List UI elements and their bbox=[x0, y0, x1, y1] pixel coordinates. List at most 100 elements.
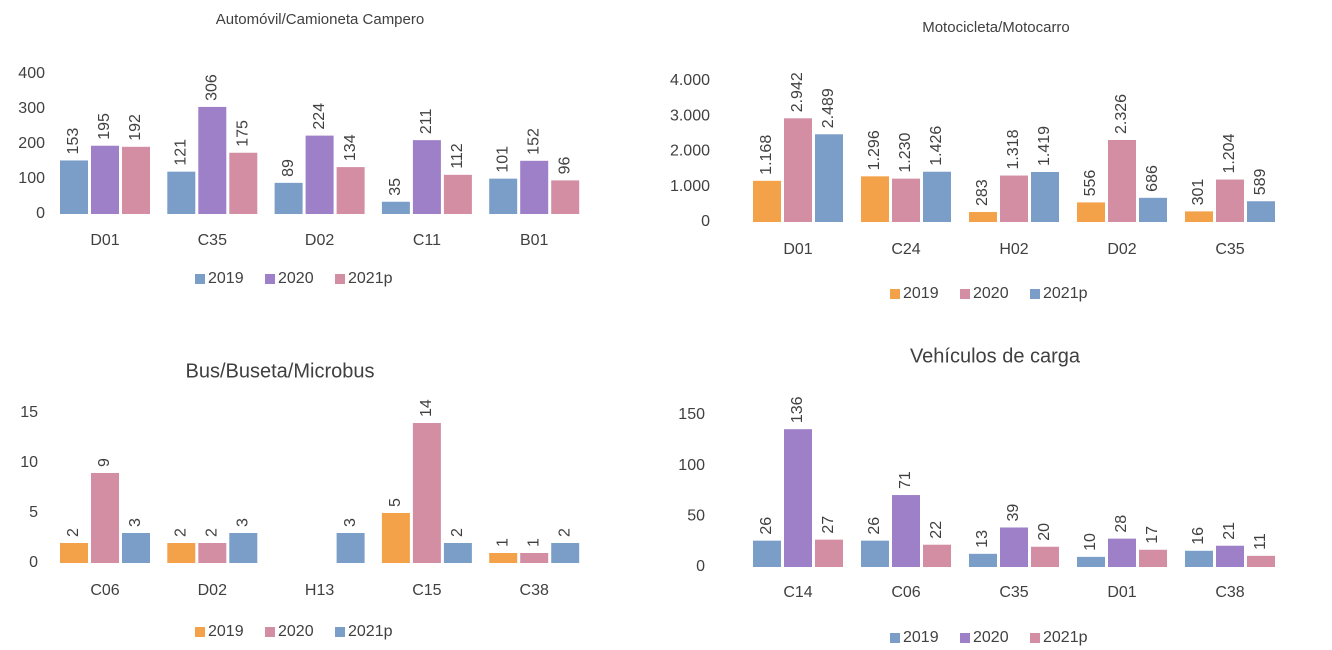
bar bbox=[489, 178, 518, 214]
bar bbox=[784, 118, 812, 222]
data-label: 27 bbox=[820, 516, 837, 534]
data-label: 2.326 bbox=[1113, 94, 1130, 134]
legend-swatch bbox=[335, 627, 345, 637]
data-label: 306 bbox=[204, 74, 221, 101]
bar bbox=[274, 182, 303, 214]
data-label: 1.318 bbox=[1005, 129, 1022, 169]
bar bbox=[551, 543, 580, 563]
bar bbox=[1139, 197, 1167, 222]
bar bbox=[412, 140, 441, 214]
bar bbox=[1185, 211, 1213, 222]
data-label: 175 bbox=[235, 120, 252, 147]
data-label: 136 bbox=[789, 396, 806, 423]
y-tick-label: 0 bbox=[696, 558, 705, 575]
legend-label: 2020 bbox=[278, 623, 314, 640]
data-label: 21 bbox=[1221, 522, 1238, 540]
data-label: 16 bbox=[1190, 527, 1207, 545]
x-tick-label: C06 bbox=[90, 582, 119, 599]
data-label: 1 bbox=[525, 538, 542, 547]
legend-label: 2020 bbox=[278, 270, 314, 287]
data-label: 224 bbox=[311, 103, 328, 130]
y-tick-label: 300 bbox=[18, 100, 45, 117]
data-label: 13 bbox=[974, 530, 991, 548]
legend-swatch bbox=[890, 633, 900, 643]
data-label: 10 bbox=[1082, 533, 1099, 551]
data-label: 28 bbox=[1113, 515, 1130, 533]
bar bbox=[60, 160, 88, 214]
legend-swatch bbox=[1030, 289, 1040, 299]
x-tick-label: H13 bbox=[305, 582, 334, 599]
bar bbox=[1216, 179, 1244, 222]
x-tick-label: C06 bbox=[891, 584, 920, 601]
data-label: 1.419 bbox=[1036, 126, 1053, 166]
data-label: 26 bbox=[866, 517, 883, 535]
chart-title: Motocicleta/Motocarro bbox=[922, 19, 1070, 36]
data-label: 211 bbox=[418, 109, 435, 135]
x-tick-label: C11 bbox=[413, 232, 441, 249]
x-tick-label: D02 bbox=[198, 582, 227, 599]
data-label: 1.230 bbox=[897, 133, 914, 173]
x-tick-label: D01 bbox=[783, 241, 812, 258]
bar bbox=[60, 543, 88, 563]
data-label: 9 bbox=[96, 458, 113, 467]
legend-swatch bbox=[1030, 633, 1040, 643]
legend-swatch bbox=[960, 633, 970, 643]
y-tick-label: 200 bbox=[18, 135, 45, 152]
data-label: 17 bbox=[1144, 526, 1161, 544]
bar bbox=[1077, 556, 1105, 567]
bar bbox=[336, 533, 365, 563]
data-label: 686 bbox=[1144, 165, 1161, 192]
data-label: 283 bbox=[974, 179, 991, 206]
data-label: 1.204 bbox=[1221, 133, 1238, 173]
bar bbox=[753, 180, 781, 222]
data-label: 2 bbox=[173, 528, 190, 537]
data-label: 39 bbox=[1005, 504, 1022, 522]
x-tick-label: C38 bbox=[520, 582, 549, 599]
data-label: 89 bbox=[280, 159, 297, 177]
legend-swatch bbox=[265, 274, 275, 284]
data-label: 2.942 bbox=[789, 72, 806, 112]
bar bbox=[923, 171, 951, 222]
x-tick-label: D01 bbox=[1107, 584, 1136, 601]
bar bbox=[167, 543, 196, 563]
x-tick-label: C24 bbox=[891, 241, 920, 258]
data-label: 195 bbox=[96, 113, 113, 140]
y-tick-label: 100 bbox=[678, 457, 705, 474]
legend-label: 2021p bbox=[1043, 285, 1088, 302]
bar bbox=[122, 146, 150, 214]
bar bbox=[520, 160, 549, 214]
bar bbox=[753, 540, 781, 567]
data-label: 112 bbox=[449, 143, 466, 169]
data-label: 2 bbox=[449, 528, 466, 537]
data-label: 11 bbox=[1252, 533, 1269, 550]
legend-swatch bbox=[890, 289, 900, 299]
data-label: 3 bbox=[235, 518, 252, 527]
bar bbox=[1247, 201, 1275, 222]
legend-swatch bbox=[195, 627, 205, 637]
bar bbox=[1108, 538, 1136, 567]
y-tick-label: 150 bbox=[678, 406, 705, 423]
data-label: 14 bbox=[418, 399, 435, 417]
bar bbox=[520, 553, 549, 563]
bar bbox=[861, 176, 889, 222]
legend-label: 2021p bbox=[348, 623, 393, 640]
bar bbox=[1031, 546, 1059, 567]
y-tick-label: 1.000 bbox=[670, 178, 710, 195]
legend-label: 2019 bbox=[208, 270, 244, 287]
bar bbox=[122, 533, 150, 563]
bar bbox=[91, 473, 119, 563]
data-label: 2.489 bbox=[820, 88, 837, 128]
chart-title: Automóvil/Camioneta Campero bbox=[216, 11, 424, 28]
data-label: 3 bbox=[127, 518, 144, 527]
legend-label: 2021p bbox=[1043, 629, 1088, 646]
bar bbox=[198, 106, 227, 214]
x-tick-label: C15 bbox=[412, 582, 441, 599]
data-label: 589 bbox=[1252, 168, 1269, 195]
x-tick-label: D02 bbox=[1107, 241, 1136, 258]
legend-label: 2020 bbox=[973, 285, 1009, 302]
legend-label: 2019 bbox=[903, 285, 939, 302]
bar bbox=[91, 145, 119, 214]
legend-swatch bbox=[265, 627, 275, 637]
bar bbox=[1185, 550, 1213, 567]
data-label: 5 bbox=[387, 498, 404, 507]
